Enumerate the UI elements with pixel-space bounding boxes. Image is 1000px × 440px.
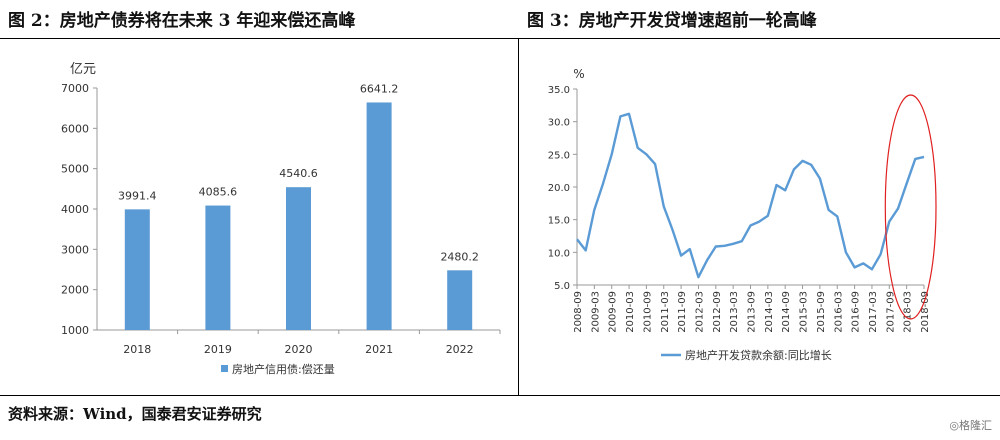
bar-2018 <box>124 209 150 330</box>
legend-label: 房地产信用债:偿还量 <box>232 362 335 376</box>
line-chart: % 5.0 10.0 15.0 20.0 25.0 30.0 35.0 2008-09 2009-… <box>548 67 937 362</box>
bar-2020 <box>286 187 311 330</box>
x-tick-label: 2011-03 <box>660 291 671 333</box>
middle-divider <box>518 38 519 395</box>
y-tick-label: 15.0 <box>548 216 570 227</box>
x-tick-label: 2020 <box>285 343 313 356</box>
y-tick-label: 30.0 <box>548 118 570 129</box>
x-tick-label: 2017-03 <box>868 291 879 333</box>
bar-chart-panel: 亿元 1000 2000 3000 4000 5000 6000 7000 3991.4 2018… <box>0 39 518 394</box>
x-tick-label: 2015-03 <box>799 291 810 333</box>
y-tick-label: 35.0 <box>548 85 570 96</box>
x-tick-label: 2013-09 <box>747 291 758 333</box>
y-tick-label: 10.0 <box>548 248 570 259</box>
data-label-2022: 2480.2 <box>440 250 479 263</box>
x-tick-label: 2016-03 <box>833 291 844 333</box>
y-tick-label: 20.0 <box>548 183 570 194</box>
top-rule <box>0 38 1000 39</box>
x-tick-label: 2014-03 <box>764 291 775 333</box>
x-tick-label: 2017-09 <box>885 291 896 333</box>
data-label-2020: 4540.6 <box>279 167 318 180</box>
x-tick-label: 2013-03 <box>729 291 740 333</box>
bar-2021 <box>366 102 392 330</box>
data-label-2019: 4085.6 <box>199 186 238 199</box>
x-tick-label: 2018-09 <box>920 291 931 333</box>
y-tick-label: 25.0 <box>548 150 570 161</box>
highlight-ellipse <box>884 94 937 320</box>
x-tick-label: 2009-09 <box>608 291 619 333</box>
y-tick-label: 3000 <box>61 243 89 256</box>
y-tick-label: 2000 <box>61 284 89 297</box>
x-tick-label: 2019 <box>204 343 232 356</box>
x-tick-label: 2008-09 <box>573 291 584 333</box>
bar-2022 <box>447 270 473 330</box>
x-tick-label: 2009-03 <box>590 291 601 333</box>
bar-chart: 亿元 1000 2000 3000 4000 5000 6000 7000 3991.4 2018… <box>61 62 501 376</box>
x-tick-label: 2014-09 <box>781 291 792 333</box>
y-axis-unit: 亿元 <box>70 62 96 77</box>
x-tick-label: 2021 <box>365 343 393 356</box>
left-chart-title: 图 2：房地产债券将在未来 3 年迎来偿还高峰 <box>8 11 356 31</box>
data-label-2018: 3991.4 <box>118 189 157 202</box>
y-tick-label: 5.0 <box>554 281 570 292</box>
y-tick-label: 6000 <box>61 122 89 135</box>
right-chart-title: 图 3：房地产开发贷增速超前一轮高峰 <box>527 11 817 31</box>
bottom-rule <box>0 395 1000 396</box>
data-label-2021: 6641.2 <box>360 82 399 95</box>
y-tick-label: 7000 <box>61 82 89 95</box>
x-tick-label: 2016-09 <box>851 291 862 333</box>
x-tick-label: 2018 <box>123 343 151 356</box>
legend-label: 房地产开发贷款余额:同比增长 <box>685 348 832 362</box>
y-tick-label: 1000 <box>61 324 89 337</box>
line-chart-panel: % 5.0 10.0 15.0 20.0 25.0 30.0 35.0 2008-09 2009-… <box>519 39 1000 394</box>
y-axis-unit: % <box>573 67 584 81</box>
legend-swatch <box>221 365 228 372</box>
y-tick-label: 4000 <box>61 203 89 216</box>
x-tick-label: 2010-09 <box>642 291 653 333</box>
bar-2019 <box>205 205 231 330</box>
watermark: ◎格隆汇 <box>949 419 992 432</box>
x-tick-label: 2012-03 <box>694 291 705 333</box>
x-tick-label: 2015-09 <box>816 291 827 333</box>
x-tick-label: 2012-09 <box>712 291 723 333</box>
series-line <box>576 112 925 279</box>
y-tick-label: 5000 <box>61 163 89 176</box>
source-note: 资料来源：Wind，国泰君安证券研究 <box>8 405 262 423</box>
x-tick-label: 2022 <box>446 343 474 356</box>
x-tick-label: 2011-09 <box>677 291 688 333</box>
x-tick-label: 2010-03 <box>625 291 636 333</box>
x-tick-label: 2018-03 <box>903 291 914 333</box>
